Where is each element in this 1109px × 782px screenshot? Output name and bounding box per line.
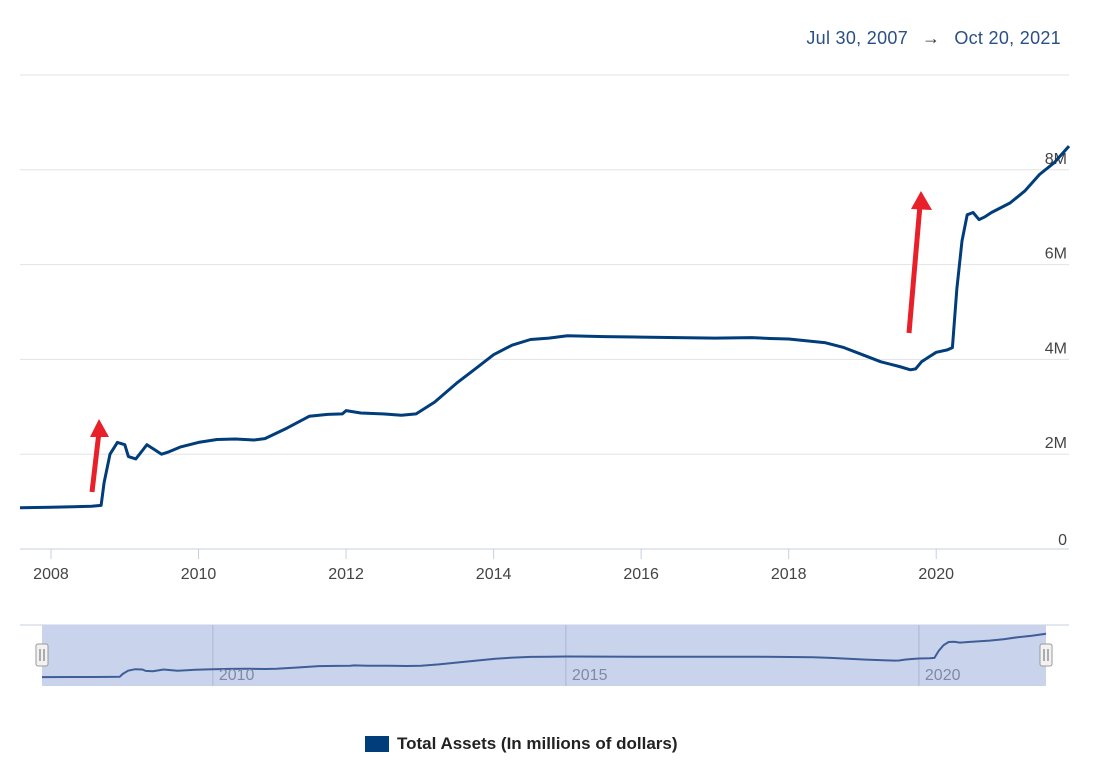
arrow-up-2008-head xyxy=(90,419,109,437)
y-tick-label-0: 0 xyxy=(1058,532,1067,549)
navigator-grid xyxy=(212,625,920,686)
arrow-up-2020-head xyxy=(911,191,932,210)
navigator-series-line xyxy=(41,632,1047,679)
range-start[interactable]: Jul 30, 2007 xyxy=(806,28,909,48)
x-tick-label-2020: 2020 xyxy=(918,566,954,583)
series-line-total-assets xyxy=(19,145,1071,510)
arrow-up-2008 xyxy=(89,431,102,493)
navigator-tick-2015: 2015 xyxy=(572,667,608,684)
legend[interactable]: Total Assets (In millions of dollars) xyxy=(365,734,678,754)
legend-label: Total Assets (In millions of dollars) xyxy=(397,734,678,753)
navigator-tick-2010: 2010 xyxy=(219,667,255,684)
range-arrow: → xyxy=(922,28,941,48)
grid-lines xyxy=(20,74,1069,455)
y-tick-label-2m: 2M xyxy=(1045,435,1067,452)
arrow-up-2020 xyxy=(906,204,923,334)
annotation-arrows xyxy=(89,191,932,493)
x-tick-label-2012: 2012 xyxy=(328,566,364,583)
x-tick-label-2010: 2010 xyxy=(181,566,217,583)
y-tick-label-6m: 6M xyxy=(1045,246,1067,263)
y-tick-label-4m: 4M xyxy=(1045,340,1067,357)
navigator-handle-left[interactable] xyxy=(35,643,49,667)
x-tick-label-2018: 2018 xyxy=(771,566,807,583)
navigator-selection[interactable] xyxy=(42,625,1046,686)
x-axis-ticks: 2008 2010 2012 2014 2016 2018 2020 xyxy=(33,549,954,583)
x-tick-label-2008: 2008 xyxy=(33,566,69,583)
navigator-ticks: 2010 2015 2020 xyxy=(219,667,961,684)
date-range: Jul 30, 2007 → Oct 20, 2021 xyxy=(806,28,1061,49)
navigator-tick-2020: 2020 xyxy=(925,667,961,684)
range-end[interactable]: Oct 20, 2021 xyxy=(954,28,1061,48)
x-tick-label-2016: 2016 xyxy=(623,566,659,583)
navigator-handle-right[interactable] xyxy=(1039,643,1053,667)
x-tick-label-2014: 2014 xyxy=(476,566,512,583)
legend-swatch xyxy=(365,736,389,752)
navigator[interactable]: 2010 2015 2020 xyxy=(20,624,1069,686)
